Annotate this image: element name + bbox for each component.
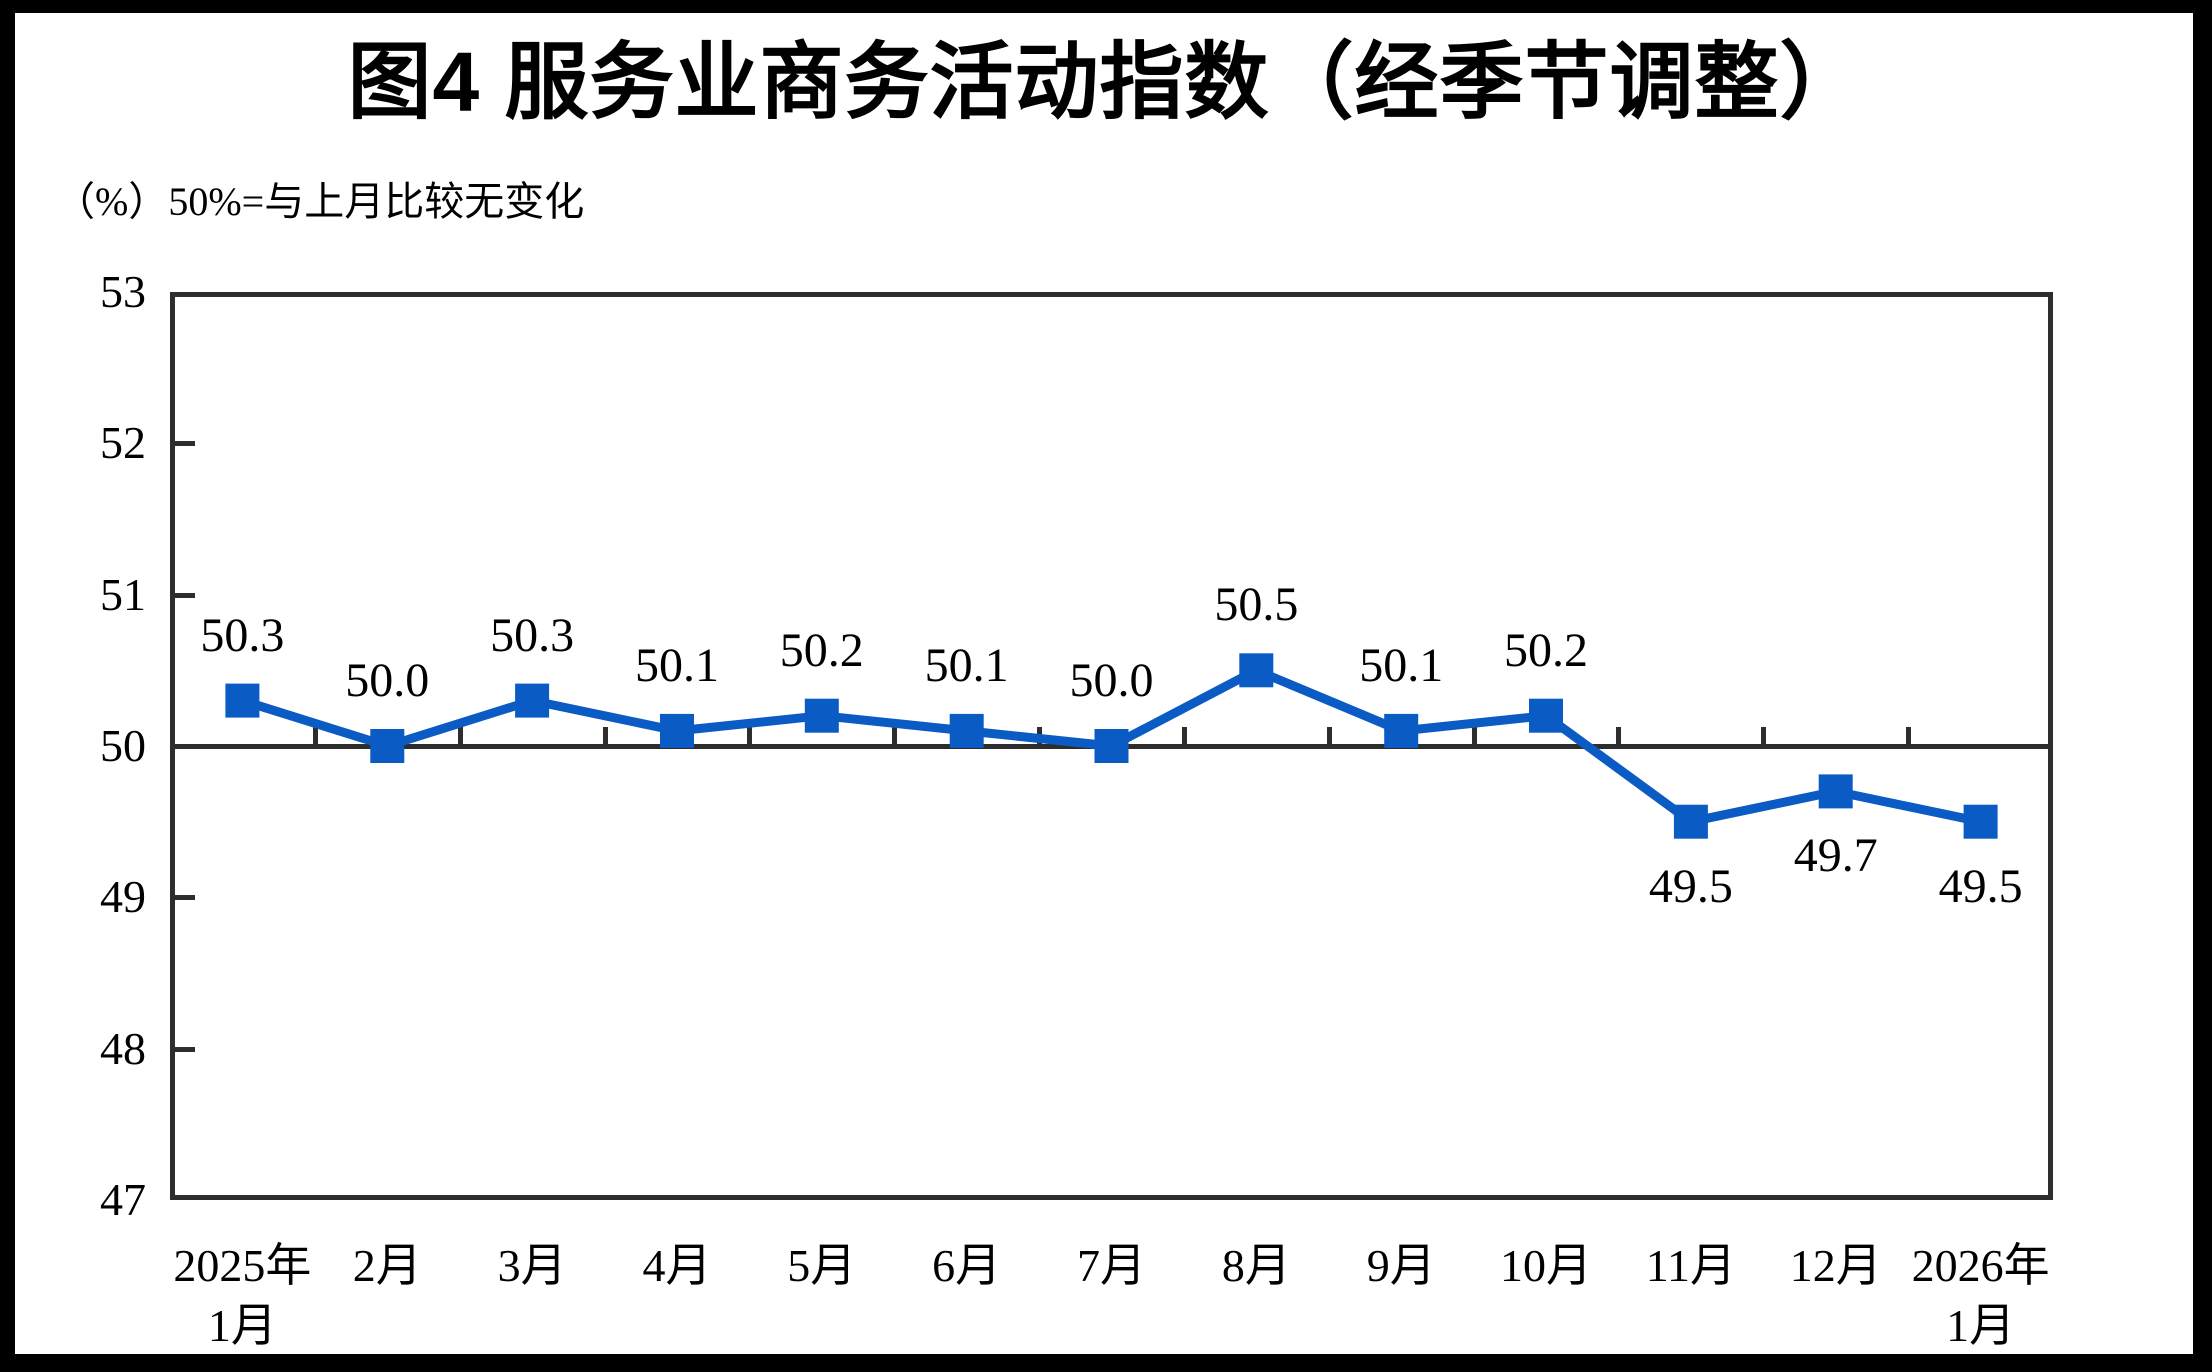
line-marker xyxy=(370,729,405,763)
x-tick xyxy=(1326,727,1332,744)
line-marker xyxy=(515,683,550,718)
y-tick xyxy=(175,592,195,598)
x-axis-label: 12月 xyxy=(1789,1240,1882,1291)
x-tick xyxy=(602,727,608,744)
line-marker xyxy=(1963,804,1998,839)
line-marker xyxy=(1094,729,1129,763)
y-tick-label: 50 xyxy=(100,720,146,771)
x-axis-label: 9月 xyxy=(1366,1240,1436,1291)
y-tick-label: 53 xyxy=(100,266,146,317)
line-marker xyxy=(1239,653,1274,688)
x-tick xyxy=(1181,727,1187,744)
line-marker xyxy=(225,683,260,718)
data-label: 49.5 xyxy=(1648,859,1733,913)
x-tick xyxy=(1616,727,1622,744)
x-axis-label: 3月 xyxy=(497,1240,567,1291)
line-marker xyxy=(1673,804,1708,839)
y-tick-label: 51 xyxy=(100,568,146,620)
data-label: 50.2 xyxy=(779,623,864,677)
x-axis-label: 4月 xyxy=(642,1240,712,1291)
data-label: 50.3 xyxy=(200,608,285,662)
axis-unit-note: （%）50%=与上月比较无变化 xyxy=(55,179,585,224)
x-axis-label: 2026年 1月 xyxy=(1911,1240,2050,1351)
y-tick xyxy=(175,895,195,901)
x-axis-label: 6月 xyxy=(932,1240,1002,1291)
data-label: 49.5 xyxy=(1938,859,2023,913)
data-label: 50.5 xyxy=(1214,578,1299,632)
x-axis-label: 7月 xyxy=(1077,1240,1146,1291)
x-tick xyxy=(1761,727,1767,744)
data-label: 50.2 xyxy=(1504,623,1589,677)
x-axis-label: 11月 xyxy=(1645,1240,1737,1291)
x-axis-label: 2025年 1月 xyxy=(173,1240,312,1351)
line-series xyxy=(225,653,1998,839)
chart-title: 图4 服务业商务活动指数（经季节调整） xyxy=(347,35,1865,129)
x-tick xyxy=(747,727,753,744)
x-axis-label: 10月 xyxy=(1500,1240,1593,1291)
line-marker xyxy=(1818,774,1853,809)
y-tick xyxy=(175,441,195,447)
line-marker xyxy=(1529,698,1563,733)
data-label: 50.0 xyxy=(1069,654,1154,707)
data-label: 50.1 xyxy=(924,638,1009,692)
line-marker xyxy=(660,713,694,748)
data-label: 49.7 xyxy=(1793,829,1878,883)
data-label: 50.1 xyxy=(634,638,719,692)
data-label: 50.3 xyxy=(490,608,575,662)
data-label: 50.0 xyxy=(345,654,430,707)
y-tick xyxy=(175,1046,195,1052)
y-tick-label: 52 xyxy=(100,417,146,469)
x-tick xyxy=(1471,727,1477,744)
data-label: 50.1 xyxy=(1359,638,1444,692)
line-marker xyxy=(804,698,839,733)
x-tick xyxy=(892,727,898,744)
y-tick-label: 49 xyxy=(100,871,146,923)
line-marker xyxy=(949,713,984,748)
y-tick-label: 48 xyxy=(100,1022,146,1074)
x-axis-label: 5月 xyxy=(787,1240,857,1291)
x-axis-label: 8月 xyxy=(1221,1240,1291,1291)
x-axis-label: 2月 xyxy=(352,1240,422,1291)
x-tick xyxy=(312,727,318,744)
x-tick xyxy=(1906,727,1912,744)
y-tick-label: 47 xyxy=(100,1174,146,1225)
line-marker xyxy=(1384,713,1419,748)
x-tick xyxy=(457,727,463,744)
